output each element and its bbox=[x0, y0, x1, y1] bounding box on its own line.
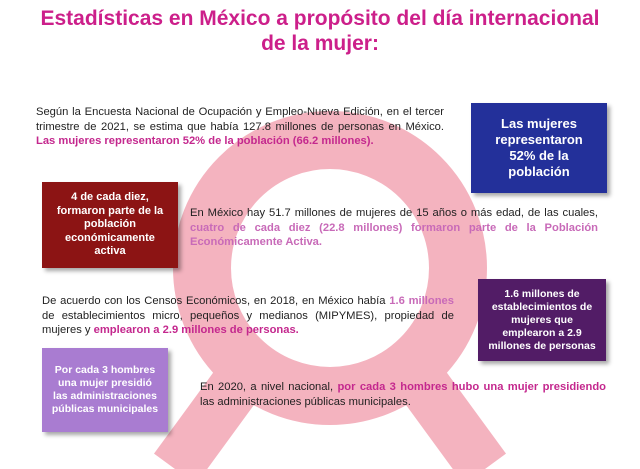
paragraph-businesses: De acuerdo con los Censos Económicos, en… bbox=[42, 294, 454, 338]
paragraph-highlight: emplearon a 2.9 millones de personas. bbox=[93, 324, 299, 336]
paragraph-highlight: Las mujeres representaron 52% de la pobl… bbox=[36, 135, 374, 147]
callout-line: mujeres que bbox=[511, 313, 573, 326]
callout-line: Por cada 3 hombres bbox=[54, 364, 156, 376]
paragraph-text: Según la Encuesta Nacional de Ocupación … bbox=[36, 106, 444, 133]
paragraph-text: de establecimientos micro, pequeños y me… bbox=[42, 309, 454, 337]
callout-line: Las mujeres bbox=[501, 116, 577, 131]
paragraph-workforce: En México hay 51.7 millones de mujeres d… bbox=[190, 206, 598, 250]
paragraph-text: las administraciones públicas municipale… bbox=[200, 395, 411, 408]
page-title: Estadísticas en México a propósito del d… bbox=[30, 6, 610, 56]
paragraph-text: En México hay 51.7 millones de mujeres d… bbox=[190, 207, 598, 219]
callout-municipal: Por cada 3 hombres una mujer presidió la… bbox=[42, 348, 168, 432]
callout-line: públicas municipales bbox=[51, 403, 159, 415]
paragraph-text: De acuerdo con los Censos Económicos, en… bbox=[42, 295, 390, 307]
callout-line: formaron parte de la bbox=[56, 204, 164, 217]
paragraph-highlight: 1.6 millones bbox=[389, 295, 454, 307]
callout-line: emplearon a 2.9 bbox=[502, 326, 582, 339]
callout-line: población bbox=[508, 164, 570, 179]
callout-line: las administraciones bbox=[53, 390, 157, 402]
paragraph-highlight: por cada 3 hombres hubo una mujer presid… bbox=[337, 381, 606, 393]
callout-line: económicamente bbox=[65, 231, 155, 244]
callout-line: millones de personas bbox=[488, 339, 596, 352]
callout-line: población bbox=[84, 218, 136, 231]
callout-line: establecimientos de bbox=[491, 300, 593, 313]
paragraph-population: Según la Encuesta Nacional de Ocupación … bbox=[36, 105, 444, 149]
callout-line: representaron bbox=[495, 132, 583, 147]
callout-line: una mujer presidió bbox=[58, 377, 152, 389]
callout-line: 1.6 millones de bbox=[504, 287, 580, 300]
title-line-1: Estadísticas en México a propósito del d… bbox=[40, 7, 600, 30]
title-line-2: de la mujer: bbox=[261, 32, 379, 55]
callout-population-share: Las mujeres representaron 52% de la pobl… bbox=[471, 103, 607, 193]
callout-workforce: 4 de cada diez, formaron parte de la pob… bbox=[42, 182, 178, 268]
callout-line: activa bbox=[94, 245, 126, 258]
callout-line: 4 de cada diez, bbox=[71, 191, 149, 204]
paragraph-highlight: cuatro de cada diez (22.8 millones) form… bbox=[190, 221, 598, 249]
paragraph-municipal: En 2020, a nivel nacional, por cada 3 ho… bbox=[200, 380, 606, 409]
callout-line: 52% de la bbox=[509, 148, 569, 163]
paragraph-text: En 2020, a nivel nacional, bbox=[200, 381, 338, 393]
callout-businesses: 1.6 millones de establecimientos de muje… bbox=[478, 279, 606, 361]
